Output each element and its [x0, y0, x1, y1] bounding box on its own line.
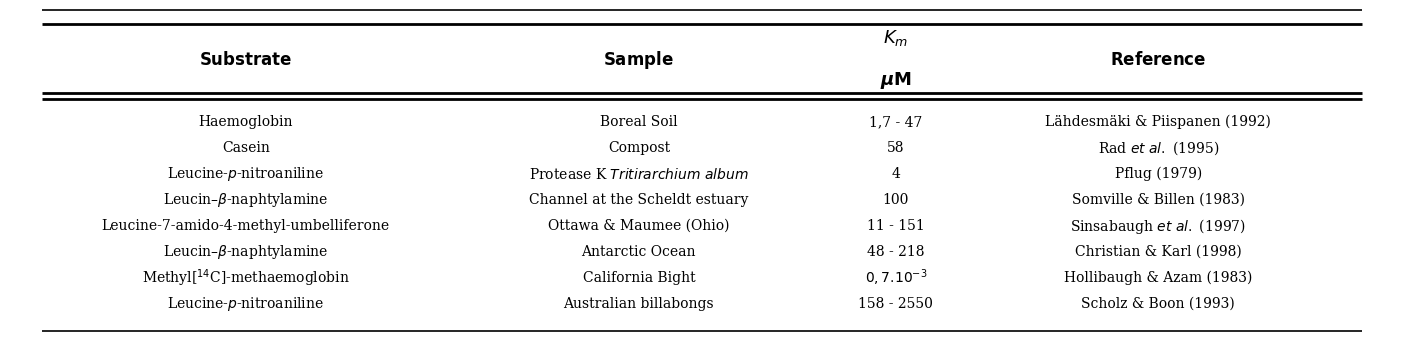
- Text: Hollibaugh & Azam (1983): Hollibaugh & Azam (1983): [1064, 271, 1252, 285]
- Text: $\mathbf{Substrate}$: $\mathbf{Substrate}$: [199, 51, 292, 69]
- Text: 1,7 - 47: 1,7 - 47: [869, 115, 922, 129]
- Text: Australian billabongs: Australian billabongs: [563, 297, 715, 311]
- Text: Leucine-$p$-nitroaniline: Leucine-$p$-nitroaniline: [167, 295, 324, 313]
- Text: Casein: Casein: [222, 141, 270, 155]
- Text: Ottawa & Maumee (Ohio): Ottawa & Maumee (Ohio): [548, 219, 730, 233]
- Text: Methyl[$^{14}$C]-methaemoglobin: Methyl[$^{14}$C]-methaemoglobin: [142, 267, 350, 289]
- Text: Sinsabaugh $\it{et\ al.}$ (1997): Sinsabaugh $\it{et\ al.}$ (1997): [1070, 217, 1247, 236]
- Text: $0,7.10^{-3}$: $0,7.10^{-3}$: [865, 268, 927, 288]
- Text: Leucin–$\beta$-naphtylamine: Leucin–$\beta$-naphtylamine: [163, 243, 329, 261]
- Text: Channel at the Scheldt estuary: Channel at the Scheldt estuary: [529, 193, 748, 207]
- Text: Leucine-$p$-nitroaniline: Leucine-$p$-nitroaniline: [167, 165, 324, 183]
- Text: 11 - 151: 11 - 151: [866, 219, 925, 233]
- Text: Antarctic Ocean: Antarctic Ocean: [581, 245, 696, 259]
- Text: Compost: Compost: [608, 141, 670, 155]
- Text: Pflug (1979): Pflug (1979): [1115, 167, 1202, 181]
- Text: 4: 4: [892, 167, 900, 181]
- Text: Leucine-7-amido-4-methyl-umbelliferone: Leucine-7-amido-4-methyl-umbelliferone: [101, 219, 390, 233]
- Text: 58: 58: [887, 141, 904, 155]
- Text: Rad $\it{et\ al.}$ (1995): Rad $\it{et\ al.}$ (1995): [1098, 139, 1219, 157]
- Text: California Bight: California Bight: [583, 271, 695, 285]
- Text: Boreal Soil: Boreal Soil: [600, 115, 678, 129]
- Text: 48 - 218: 48 - 218: [868, 245, 924, 259]
- Text: $\mathbf{Sample}$: $\mathbf{Sample}$: [604, 49, 674, 71]
- Text: Lähdesmäki & Piispanen (1992): Lähdesmäki & Piispanen (1992): [1046, 115, 1271, 129]
- Text: 100: 100: [883, 193, 908, 207]
- Text: Leucin–$\beta$-naphtylamine: Leucin–$\beta$-naphtylamine: [163, 191, 329, 209]
- Text: $\mathbf{Reference}$: $\mathbf{Reference}$: [1111, 51, 1206, 69]
- Text: $\mathbf{\it{K}}_{\mathbf{\it{m}}}$: $\mathbf{\it{K}}_{\mathbf{\it{m}}}$: [883, 28, 908, 47]
- Text: 158 - 2550: 158 - 2550: [858, 297, 934, 311]
- Text: Scholz & Boon (1993): Scholz & Boon (1993): [1081, 297, 1236, 311]
- Text: Christian & Karl (1998): Christian & Karl (1998): [1075, 245, 1241, 259]
- Text: Somville & Billen (1983): Somville & Billen (1983): [1071, 193, 1245, 207]
- Text: $\boldsymbol{\mu}\mathbf{M}$: $\boldsymbol{\mu}\mathbf{M}$: [880, 70, 911, 91]
- Text: Protease K $\it{Tritirarchium\ album}$: Protease K $\it{Tritirarchium\ album}$: [529, 167, 748, 182]
- Text: Haemoglobin: Haemoglobin: [198, 115, 293, 129]
